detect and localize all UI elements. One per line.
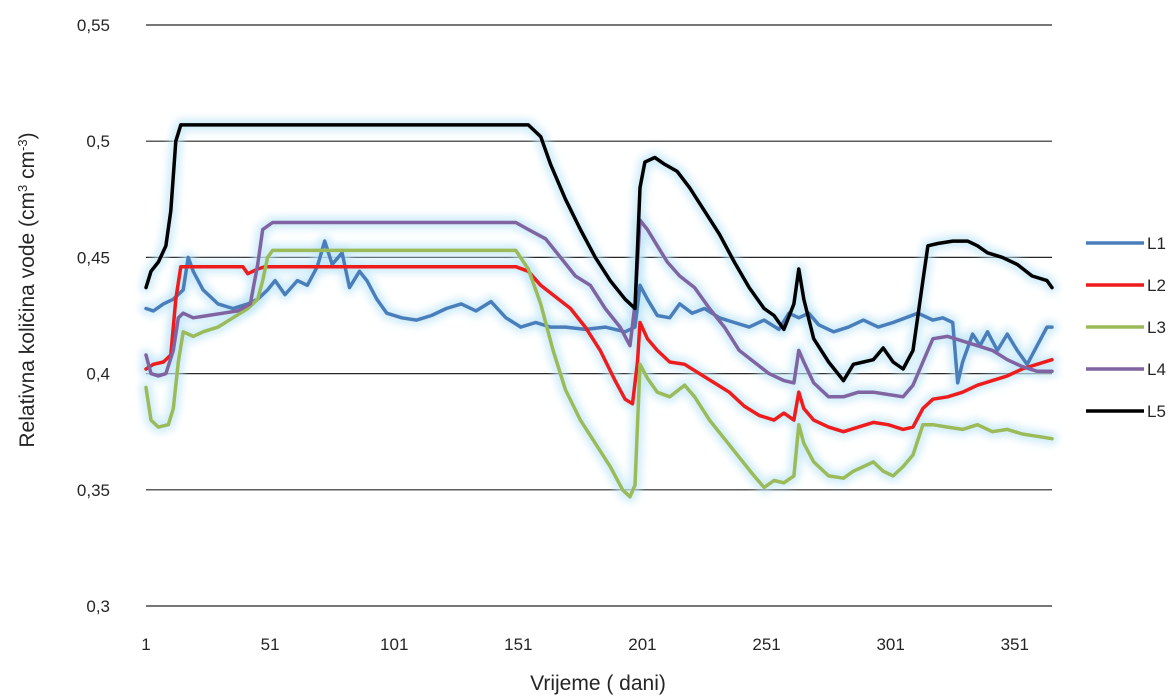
x-tick-label-7: 351 — [1001, 635, 1029, 654]
y-tick-label-4: 0,5 — [86, 132, 110, 151]
x-tick-label-4: 201 — [628, 635, 656, 654]
x-tick-label-0: 1 — [141, 635, 150, 654]
legend-label-l5: L5 — [1147, 402, 1166, 421]
y-tick-label-2: 0,4 — [86, 365, 110, 384]
x-tick-label-5: 251 — [752, 635, 780, 654]
series-line-l1 — [144, 239, 1054, 385]
y-axis-title: Relativna količina vode (cm3 cm-3) — [15, 132, 40, 447]
x-tick-label-6: 301 — [876, 635, 904, 654]
x-tick-label-1: 51 — [261, 635, 280, 654]
gridlines — [146, 24, 1052, 607]
y-axis-title-end: ) — [16, 132, 39, 139]
y-tick-label-3: 0,45 — [77, 248, 110, 267]
series-lines — [144, 123, 1054, 499]
x-axis-title: Vrijeme ( dani) — [530, 672, 666, 695]
legend: L1 L2 L3 L4 L5 — [1086, 234, 1166, 421]
y-axis-title-sup2: -3 — [15, 139, 30, 151]
legend-label-l1: L1 — [1147, 234, 1166, 253]
x-tick-labels: 1 51 101 151 201 251 301 351 — [141, 635, 1029, 654]
y-tick-label-1: 0,35 — [77, 481, 110, 500]
y-axis-title-main: Relativna količina vode (cm — [16, 192, 39, 448]
legend-label-l3: L3 — [1147, 318, 1166, 337]
y-tick-label-0: 0,3 — [86, 597, 110, 616]
y-axis-title-sup1: 3 — [15, 185, 30, 192]
x-tick-label-3: 151 — [504, 635, 532, 654]
legend-label-l2: L2 — [1147, 276, 1166, 295]
y-axis-title-mid: cm — [16, 151, 39, 185]
series-line-l3 — [144, 248, 1054, 499]
series-line-l4 — [144, 218, 1054, 399]
x-tick-label-2: 101 — [380, 635, 408, 654]
y-tick-label-5: 0,55 — [77, 16, 110, 35]
legend-label-l4: L4 — [1147, 360, 1166, 379]
series-line-l5 — [144, 123, 1054, 383]
y-tick-labels: 0,3 0,35 0,4 0,45 0,5 0,55 — [77, 16, 110, 616]
